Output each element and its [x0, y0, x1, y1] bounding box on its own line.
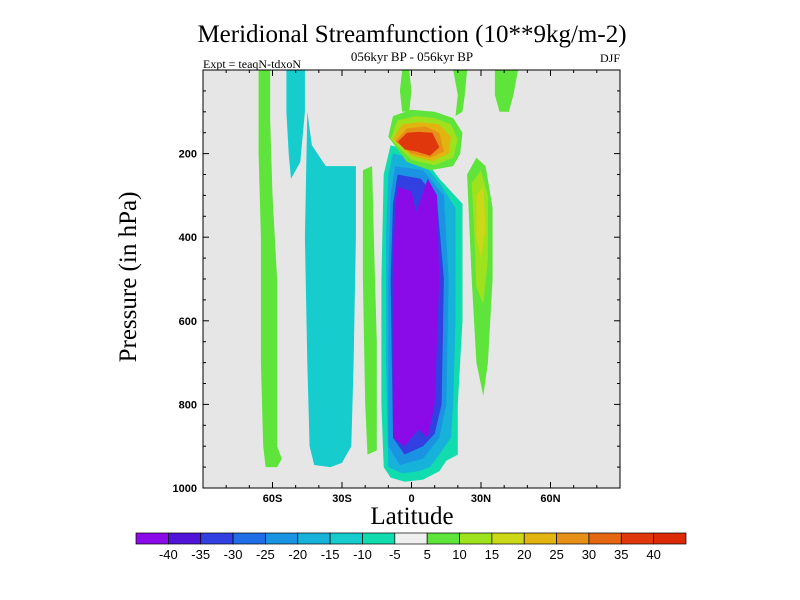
x-tick-label: 30N	[471, 493, 491, 505]
contour-nh-polar-positive	[494, 70, 519, 112]
chart-subtitle: 056kyr BP - 056kyr BP	[351, 49, 473, 64]
colorbar-label: 20	[517, 547, 531, 562]
x-axis-label: Latitude	[370, 503, 453, 530]
contour-sh-subpolar-negative-top	[286, 70, 305, 179]
colorbar-swatch	[556, 532, 590, 545]
colorbar-swatch	[394, 532, 428, 545]
colorbar-swatch	[620, 532, 654, 545]
y-tick-label: 800	[179, 399, 197, 411]
experiment-note: Expt = teaqN-tdxoN	[203, 57, 301, 71]
colorbar-label: 25	[549, 547, 563, 562]
colorbar-label: -20	[288, 547, 307, 562]
contour-nh-upper-positive-thin-2	[453, 70, 468, 116]
contour-hadley-core-negative-40	[393, 178, 440, 447]
contour-nh-thin-positive-tail	[399, 70, 412, 112]
colorbar: -40 -35 -30 -25 -20 -15 -10 -5 5 10 15 20 25 30 35 40	[135, 532, 687, 562]
contour-sh-polar-positive-band	[258, 70, 282, 468]
x-tick-label: 0	[408, 493, 414, 505]
contour-nh-ferrel-positive-15	[476, 187, 486, 259]
y-tick-label: 200	[179, 149, 197, 161]
colorbar-swatch	[135, 532, 169, 545]
y-axis-label: Pressure (in hPa)	[115, 192, 142, 363]
colorbar-label: 10	[452, 547, 466, 562]
colorbar-swatch	[459, 532, 493, 545]
colorbar-label: 35	[614, 547, 628, 562]
season-note: DJF	[600, 51, 620, 65]
chart-title: Meridional Streamfunction (10**9kg/m-2)	[197, 21, 626, 48]
x-tick-label: 60N	[540, 493, 560, 505]
y-tick-label: 400	[179, 232, 197, 244]
colorbar-swatch	[168, 532, 202, 545]
colorbar-label: -15	[321, 547, 340, 562]
colorbar-swatch	[523, 532, 557, 545]
colorbar-swatch	[588, 532, 622, 545]
x-axis: 60S 30S 0 30N 60N	[202, 70, 621, 505]
contour-subtropical-positive-strip	[362, 166, 377, 455]
colorbar-swatch	[362, 532, 396, 545]
colorbar-swatch	[329, 532, 363, 545]
colorbar-label: 5	[424, 547, 431, 562]
colorbar-label: -5	[389, 547, 401, 562]
colorbar-swatch	[200, 532, 234, 545]
colorbar-label: 40	[646, 547, 660, 562]
colorbar-swatch	[265, 532, 299, 545]
colorbar-label: -10	[353, 547, 372, 562]
contour-sh-midlat-negative-band	[304, 111, 356, 468]
colorbar-label: -25	[256, 547, 275, 562]
colorbar-label: -40	[159, 547, 178, 562]
contour-regions	[258, 70, 519, 482]
contour-nh-tropics-upper-positive-40	[397, 131, 440, 156]
colorbar-swatch	[426, 532, 460, 545]
colorbar-swatch	[297, 532, 331, 545]
x-tick-label: 30S	[332, 493, 352, 505]
y-axis: 200 400 600 800 1000	[173, 69, 620, 495]
colorbar-label: -35	[191, 547, 210, 562]
colorbar-label: 30	[582, 547, 596, 562]
colorbar-swatch	[491, 532, 525, 545]
y-tick-label: 1000	[173, 483, 197, 495]
colorbar-label: 15	[485, 547, 499, 562]
x-tick-label: 60S	[263, 493, 283, 505]
colorbar-swatch	[653, 532, 687, 545]
y-tick-label: 600	[179, 316, 197, 328]
colorbar-swatch	[232, 532, 266, 545]
colorbar-label: -30	[224, 547, 243, 562]
